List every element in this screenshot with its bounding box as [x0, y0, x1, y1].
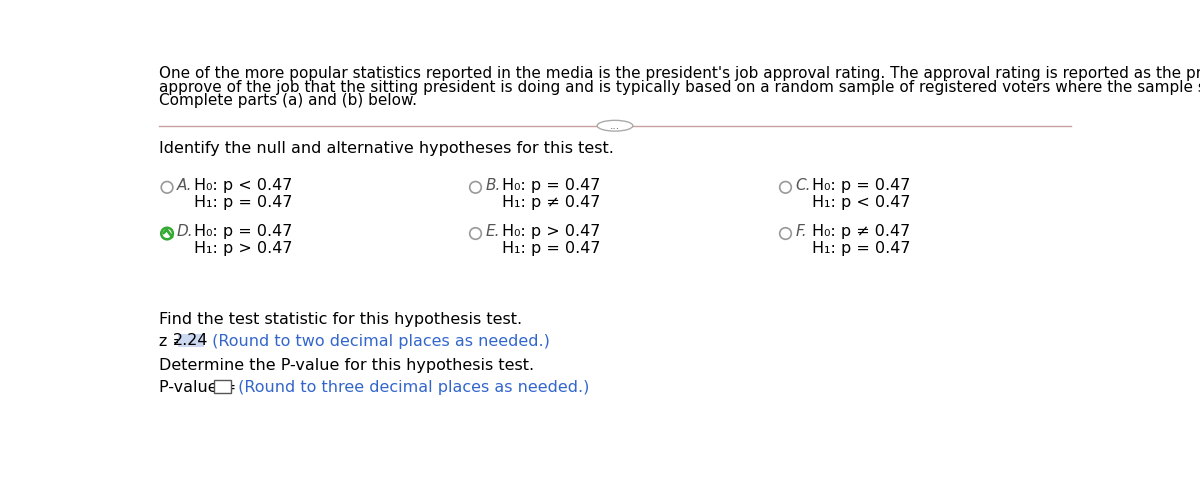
Text: Find the test statistic for this hypothesis test.: Find the test statistic for this hypothe…	[160, 312, 522, 327]
Text: Identify the null and alternative hypotheses for this test.: Identify the null and alternative hypoth…	[160, 141, 614, 156]
Text: (Round to three decimal places as needed.): (Round to three decimal places as needed…	[233, 380, 589, 395]
Circle shape	[780, 228, 791, 239]
Text: C.: C.	[796, 178, 811, 193]
Text: H₁: p = 0.47: H₁: p = 0.47	[193, 195, 293, 210]
Circle shape	[161, 182, 173, 193]
Text: H₀: p = 0.47: H₀: p = 0.47	[503, 178, 601, 193]
FancyBboxPatch shape	[178, 334, 204, 347]
Text: D.: D.	[176, 225, 193, 240]
Text: H₁: p = 0.47: H₁: p = 0.47	[503, 242, 601, 256]
Text: H₀: p = 0.47: H₀: p = 0.47	[812, 178, 911, 193]
Text: 2.24: 2.24	[173, 333, 209, 348]
Text: z =: z =	[160, 334, 192, 349]
Text: H₀: p < 0.47: H₀: p < 0.47	[193, 178, 292, 193]
Text: P-value =: P-value =	[160, 380, 241, 395]
Text: H₁: p ≠ 0.47: H₁: p ≠ 0.47	[503, 195, 601, 210]
Text: B.: B.	[485, 178, 500, 193]
Circle shape	[780, 182, 791, 193]
Text: Complete parts (a) and (b) below.: Complete parts (a) and (b) below.	[160, 93, 418, 108]
Text: H₀: p = 0.47: H₀: p = 0.47	[193, 225, 292, 240]
Text: F.: F.	[796, 225, 806, 240]
Ellipse shape	[598, 120, 632, 131]
Text: One of the more popular statistics reported in the media is the president's job : One of the more popular statistics repor…	[160, 66, 1200, 81]
Circle shape	[469, 182, 481, 193]
Circle shape	[469, 228, 481, 239]
FancyBboxPatch shape	[214, 380, 230, 393]
Text: Determine the P-value for this hypothesis test.: Determine the P-value for this hypothesi…	[160, 358, 534, 373]
Text: H₀: p ≠ 0.47: H₀: p ≠ 0.47	[812, 225, 911, 240]
Circle shape	[161, 228, 173, 239]
Text: H₁: p = 0.47: H₁: p = 0.47	[812, 242, 911, 256]
Text: E.: E.	[485, 225, 499, 240]
Text: H₁: p < 0.47: H₁: p < 0.47	[812, 195, 911, 210]
Text: A.: A.	[176, 178, 192, 193]
Text: approve of the job that the sitting president is doing and is typically based on: approve of the job that the sitting pres…	[160, 80, 1200, 95]
Text: ...: ...	[610, 121, 620, 131]
Text: (Round to two decimal places as needed.): (Round to two decimal places as needed.)	[206, 334, 550, 349]
Text: H₀: p > 0.47: H₀: p > 0.47	[503, 225, 601, 240]
Circle shape	[161, 228, 173, 239]
Text: H₁: p > 0.47: H₁: p > 0.47	[193, 242, 293, 256]
